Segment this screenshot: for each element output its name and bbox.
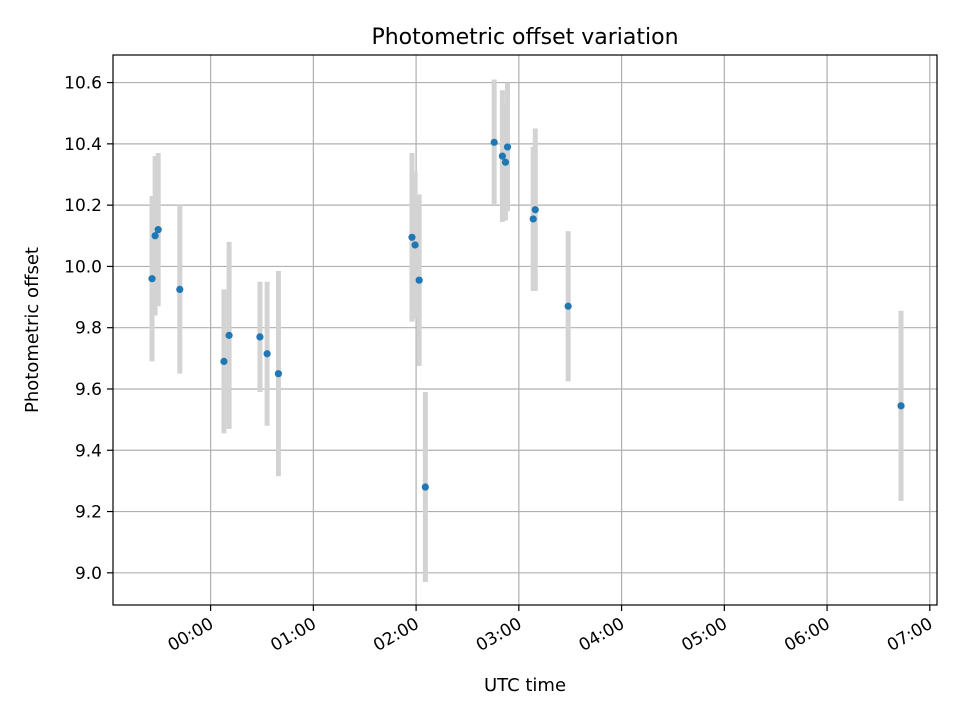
y-tick-label: 9.6 — [75, 380, 102, 400]
data-point — [176, 285, 184, 294]
y-tick-label: 10.4 — [64, 135, 102, 155]
data-point — [490, 138, 498, 146]
data-points — [148, 138, 905, 491]
grid — [113, 55, 937, 605]
data-point — [564, 302, 572, 310]
data-point — [256, 333, 264, 341]
data-point — [411, 241, 419, 249]
y-tick-label: 9.8 — [75, 319, 102, 339]
data-point — [225, 331, 233, 339]
data-point — [274, 370, 283, 378]
data-point — [503, 143, 512, 151]
data-point — [415, 276, 423, 284]
x-axis-label: UTC time — [484, 675, 566, 696]
data-point — [408, 233, 416, 241]
data-point — [421, 483, 429, 491]
data-point — [151, 232, 159, 240]
y-tick-label: 10.6 — [64, 74, 102, 94]
data-point — [220, 357, 228, 366]
y-axis-label: Photometric offset — [22, 247, 43, 413]
data-point — [501, 158, 510, 166]
data-point — [263, 350, 271, 358]
y-tick-label: 9.2 — [75, 503, 102, 523]
y-tick-label: 10.0 — [64, 257, 102, 277]
data-point — [154, 226, 162, 234]
plot-frame — [112, 54, 938, 606]
data-point — [148, 275, 156, 283]
chart-title: Photometric offset variation — [371, 25, 678, 50]
data-point — [498, 152, 506, 160]
data-point — [531, 206, 539, 214]
y-tick-label: 9.4 — [75, 441, 102, 461]
y-tick-label: 9.0 — [75, 564, 102, 584]
data-point — [529, 215, 537, 223]
y-tick-label: 10.2 — [64, 196, 102, 216]
data-point — [897, 402, 905, 410]
